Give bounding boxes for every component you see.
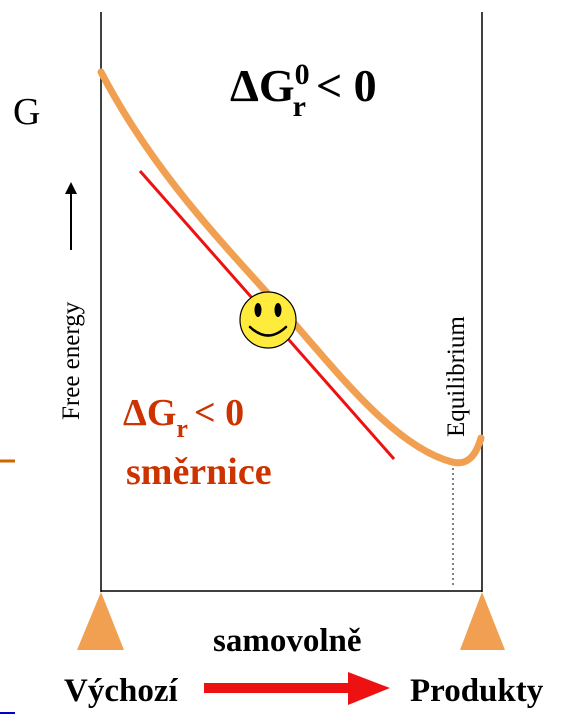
free-energy-axis-label: Free energy (58, 182, 85, 420)
free-energy-curve (97, 68, 485, 467)
svg-text:Free energy: Free energy (58, 301, 85, 420)
spontaneous-label: samovolně (213, 623, 362, 659)
smiley-face-icon (239, 291, 297, 349)
delta-g-reaction-label: ΔGr < 0 (123, 392, 244, 443)
up-arrow-icon (65, 182, 77, 250)
products-label: Produkty (410, 673, 544, 709)
reactants-label: Výchozí (64, 673, 178, 709)
right-arrow-icon (204, 672, 390, 705)
g-axis-label: G (13, 91, 40, 133)
right-support-triangle (460, 592, 505, 650)
left-support-triangle (77, 592, 124, 650)
slope-label: směrnice (126, 451, 272, 493)
delta-g-standard-label: ΔG0 r < 0 (230, 58, 377, 123)
equilibrium-label: Equilibrium (443, 316, 470, 437)
